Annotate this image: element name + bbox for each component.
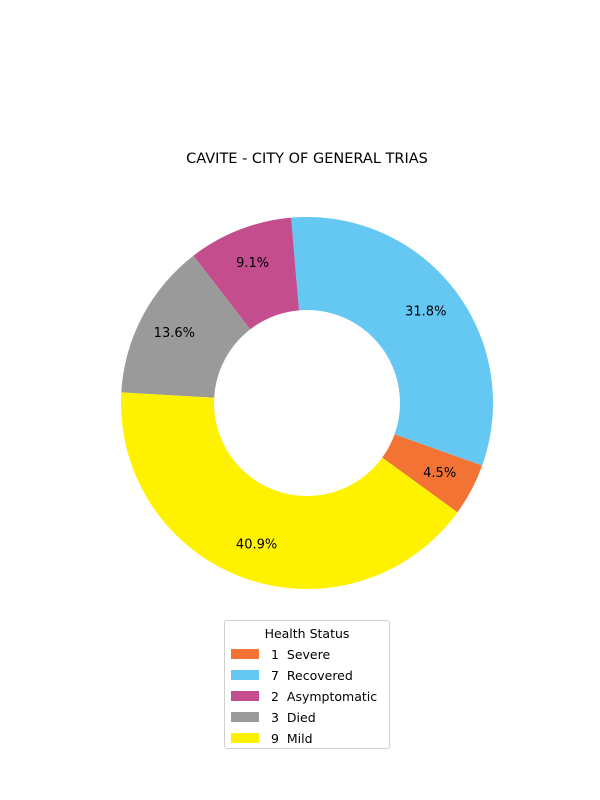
legend-item: 2 Asymptomatic [231,688,377,704]
slice-mild [121,392,458,590]
legend-item: 3 Died [231,709,316,725]
legend-swatch [231,712,259,722]
percent-label: 4.5% [423,466,456,481]
slice-severe [382,434,483,513]
slice-recovered [291,217,494,466]
legend-label: 1 Severe [271,646,331,662]
legend-item: 7 Recovered [231,667,353,683]
percent-label: 40.9% [236,537,277,552]
slice-died [121,255,251,398]
legend-label: 2 Asymptomatic [271,688,378,704]
slice-asymptomatic [193,217,300,330]
percent-label: 31.8% [405,304,446,319]
legend-swatch [231,670,259,680]
percent-label: 13.6% [154,326,195,341]
legend-label: 3 Died [271,709,316,725]
legend-title: Health Status [264,626,350,641]
legend-swatch [231,691,259,701]
percent-labels: 4.5% 31.8% 9.1% 13.6% 40.9% [154,256,457,552]
legend-swatch [231,649,259,659]
chart-title: CAVITE - CITY OF GENERAL TRIAS [186,151,428,167]
percent-label: 9.1% [236,256,269,271]
legend-item: 1 Severe [231,646,330,662]
legend-item: 9 Mild [231,730,313,746]
legend-label: 9 Mild [271,730,313,746]
donut-slices [121,217,494,590]
legend: Health Status 1 Severe 7 Recovered 2 Asymp… [224,620,390,749]
legend-swatch [231,733,259,743]
legend-label: 7 Recovered [271,667,353,683]
